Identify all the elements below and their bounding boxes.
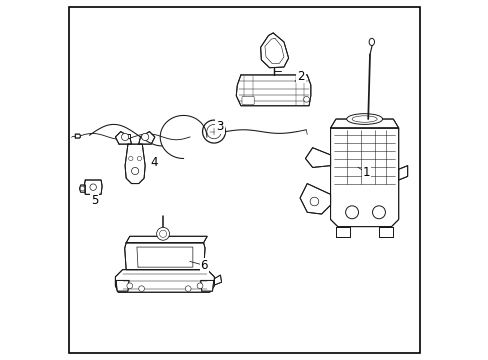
Text: 6: 6 [200,259,208,272]
Circle shape [126,283,132,289]
Circle shape [80,186,84,191]
Polygon shape [125,144,145,184]
Polygon shape [124,243,204,270]
Circle shape [90,184,96,190]
Ellipse shape [351,116,376,122]
Polygon shape [126,236,207,243]
Polygon shape [122,134,130,138]
Circle shape [345,206,358,219]
Circle shape [202,120,225,143]
Polygon shape [75,134,80,138]
Circle shape [128,156,133,161]
Ellipse shape [346,114,382,125]
Polygon shape [398,166,407,180]
Circle shape [156,227,169,240]
Circle shape [185,286,191,292]
Polygon shape [80,185,85,192]
Polygon shape [84,180,102,194]
Polygon shape [236,75,310,106]
Circle shape [142,134,148,140]
Circle shape [206,125,221,139]
Circle shape [197,283,203,289]
Circle shape [139,286,144,292]
Circle shape [372,206,385,219]
Polygon shape [260,33,288,68]
Text: 4: 4 [150,156,158,169]
Polygon shape [201,280,213,291]
Text: 2: 2 [297,69,305,82]
Text: 1: 1 [362,166,369,179]
Polygon shape [300,184,330,214]
Circle shape [159,230,166,237]
Polygon shape [115,132,131,144]
Text: 3: 3 [216,121,224,134]
Polygon shape [330,119,398,128]
Text: 5: 5 [91,194,98,207]
Ellipse shape [368,39,374,45]
Polygon shape [305,148,330,167]
Polygon shape [335,226,349,237]
Circle shape [131,167,139,175]
Circle shape [309,197,318,206]
Circle shape [121,134,128,140]
FancyBboxPatch shape [242,96,254,104]
Polygon shape [330,128,398,226]
Circle shape [137,156,142,161]
Polygon shape [378,226,392,237]
Polygon shape [116,280,129,291]
Polygon shape [139,132,155,144]
Polygon shape [115,270,214,292]
Circle shape [303,96,309,102]
Polygon shape [214,275,221,285]
